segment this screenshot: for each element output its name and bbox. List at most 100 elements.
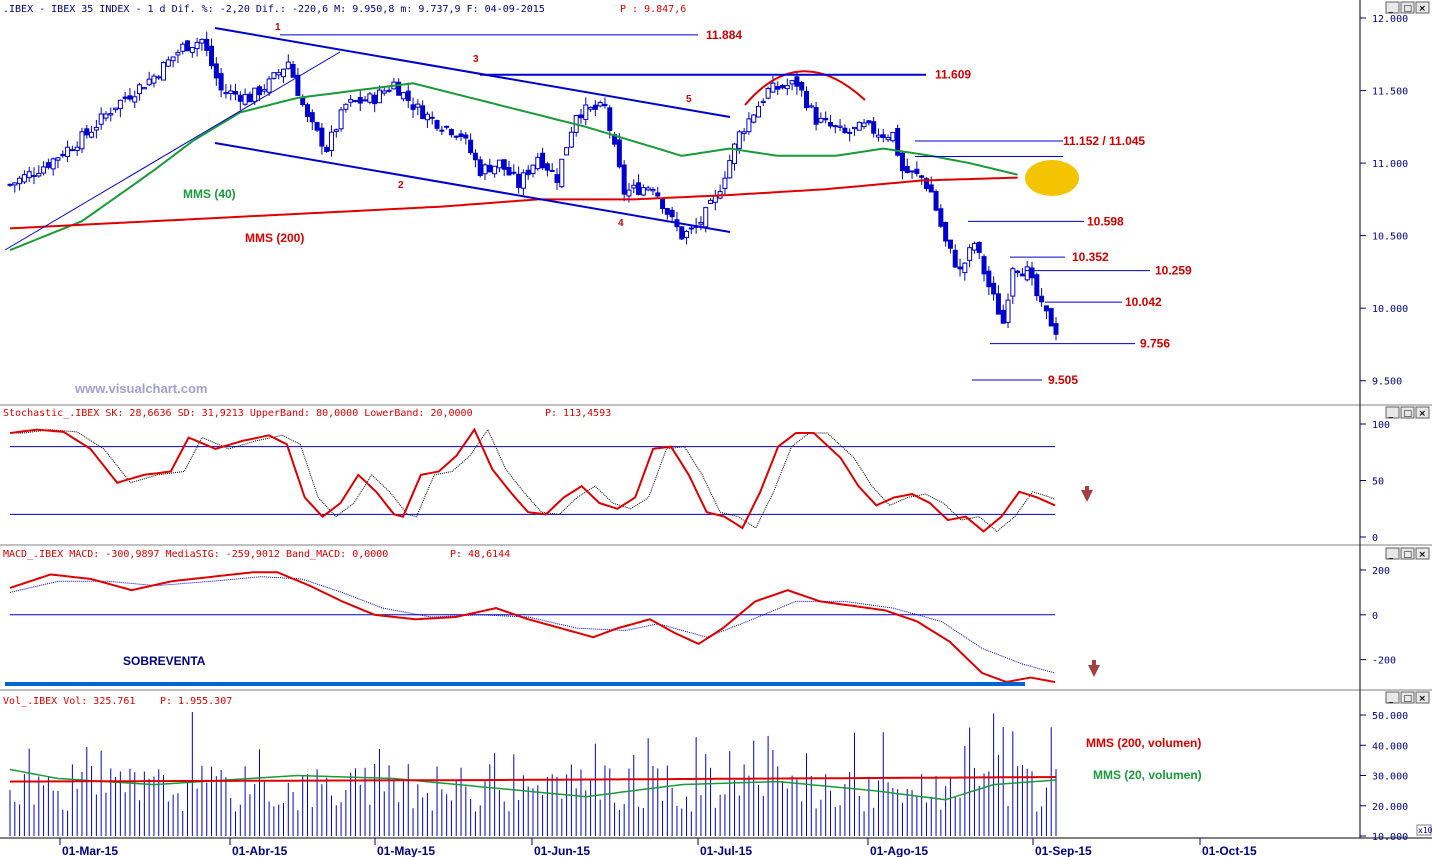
candle-body <box>1039 295 1045 303</box>
candle-body <box>381 90 387 94</box>
candle-body <box>21 174 27 183</box>
candle-body <box>199 38 205 44</box>
candle-body <box>645 187 651 191</box>
close-icon: × <box>1419 409 1427 419</box>
candle-body <box>60 153 66 157</box>
candle-body <box>511 171 517 174</box>
vol-y-tick-label: 20.000 <box>1372 802 1408 813</box>
candle-body <box>429 116 435 119</box>
candle-body <box>698 221 704 225</box>
top-arc <box>744 70 866 106</box>
candle-body <box>189 46 195 53</box>
candle-body <box>986 270 992 288</box>
candle-body <box>818 117 824 123</box>
level-label: 11.884 <box>706 28 742 42</box>
macd-panel: SOBREVENTA 200 0 -200 <box>5 566 1396 686</box>
candle-body <box>266 78 272 93</box>
candle-body <box>165 59 171 67</box>
candle-body <box>813 107 819 125</box>
candle-body <box>276 72 282 76</box>
candle-body <box>218 73 224 91</box>
candle-body <box>880 134 886 138</box>
level-label: 9.756 <box>1140 337 1170 351</box>
candle-body <box>981 256 987 275</box>
candle-body <box>420 105 426 120</box>
candle-body <box>352 100 358 103</box>
candle-body <box>74 146 80 151</box>
candle-body <box>775 86 781 90</box>
candle-body <box>851 126 857 130</box>
candle-body <box>928 184 934 193</box>
volume-panel: MMS (200, volumen) MMS (20, volumen) 50.00… <box>9 711 1432 843</box>
candle-body <box>616 139 622 168</box>
candle-body <box>554 174 560 183</box>
candle-body <box>664 208 670 215</box>
stoch-header: Stochastic_.IBEX SK: 28,6636 SD: 31,9213… <box>3 408 473 419</box>
candle-body <box>789 80 795 85</box>
candle-body <box>242 94 248 105</box>
candle-body <box>280 68 286 78</box>
x-tick-label: 01-Mar-15 <box>62 844 118 857</box>
down-arrow-icon <box>1088 665 1100 677</box>
sobreventa-label: SOBREVENTA <box>123 654 206 668</box>
candle-body <box>328 131 334 151</box>
candle-body <box>549 169 555 172</box>
scale-marker-box <box>1416 824 1432 836</box>
candle-body <box>578 114 584 119</box>
candle-body <box>137 84 143 95</box>
candle-body <box>1034 274 1040 297</box>
level-label: 10.598 <box>1087 214 1124 228</box>
candle-body <box>26 171 32 179</box>
candle-body <box>751 114 757 123</box>
wave-label: 5 <box>686 94 692 105</box>
candle-body <box>180 43 186 52</box>
candle-body <box>309 112 315 123</box>
stoch-y-tick-label: 50 <box>1372 477 1384 488</box>
candle-body <box>223 92 229 95</box>
candle-body <box>760 100 766 104</box>
candle-body <box>506 167 512 176</box>
candle-body <box>79 131 85 150</box>
candle-body <box>784 85 790 90</box>
macd-header: MACD_.IBEX MACD: -300,9897 MediaSIG: -25… <box>3 549 388 560</box>
main-header-p: P : 9.847,6 <box>620 4 686 15</box>
candle-body <box>434 120 440 129</box>
candle-body <box>127 95 133 100</box>
candle-body <box>69 149 75 152</box>
candle-body <box>684 230 690 239</box>
vol-mm20-label: MMS (20, volumen) <box>1093 768 1202 782</box>
candle-body <box>448 129 454 136</box>
stoch-y-tick-label: 100 <box>1372 420 1390 431</box>
candle-body <box>362 99 368 102</box>
candle-body <box>228 90 234 94</box>
candle-body <box>516 173 522 188</box>
candle-body <box>261 88 267 92</box>
candle-body <box>991 282 997 295</box>
price-candles <box>7 31 1059 341</box>
candle-body <box>333 129 339 132</box>
level-label: 9.505 <box>1048 373 1078 387</box>
candle-body <box>520 172 526 189</box>
candle-body <box>141 87 147 90</box>
candle-body <box>947 239 953 249</box>
wave-label: 2 <box>398 180 404 191</box>
price-y-axis: 12.000 11.500 11.000 10.500 10.000 9.500 <box>1360 14 1408 388</box>
candle-body <box>631 184 637 189</box>
candle-body <box>837 125 843 128</box>
candle-body <box>588 106 594 110</box>
candle-body <box>827 122 833 127</box>
minimize-icon: _ <box>1389 409 1394 419</box>
close-icon: × <box>1419 694 1427 704</box>
candle-body <box>103 113 109 119</box>
candle-body <box>468 139 474 154</box>
candle-body <box>1019 273 1025 277</box>
candle-body <box>372 94 378 105</box>
vol-mm200-line <box>9 776 1057 783</box>
candle-body <box>909 170 915 173</box>
candle-body <box>976 241 982 253</box>
minimize-icon: _ <box>1389 694 1394 704</box>
candle-body <box>626 189 632 197</box>
candle-body <box>237 94 243 102</box>
candle-body <box>568 131 574 148</box>
